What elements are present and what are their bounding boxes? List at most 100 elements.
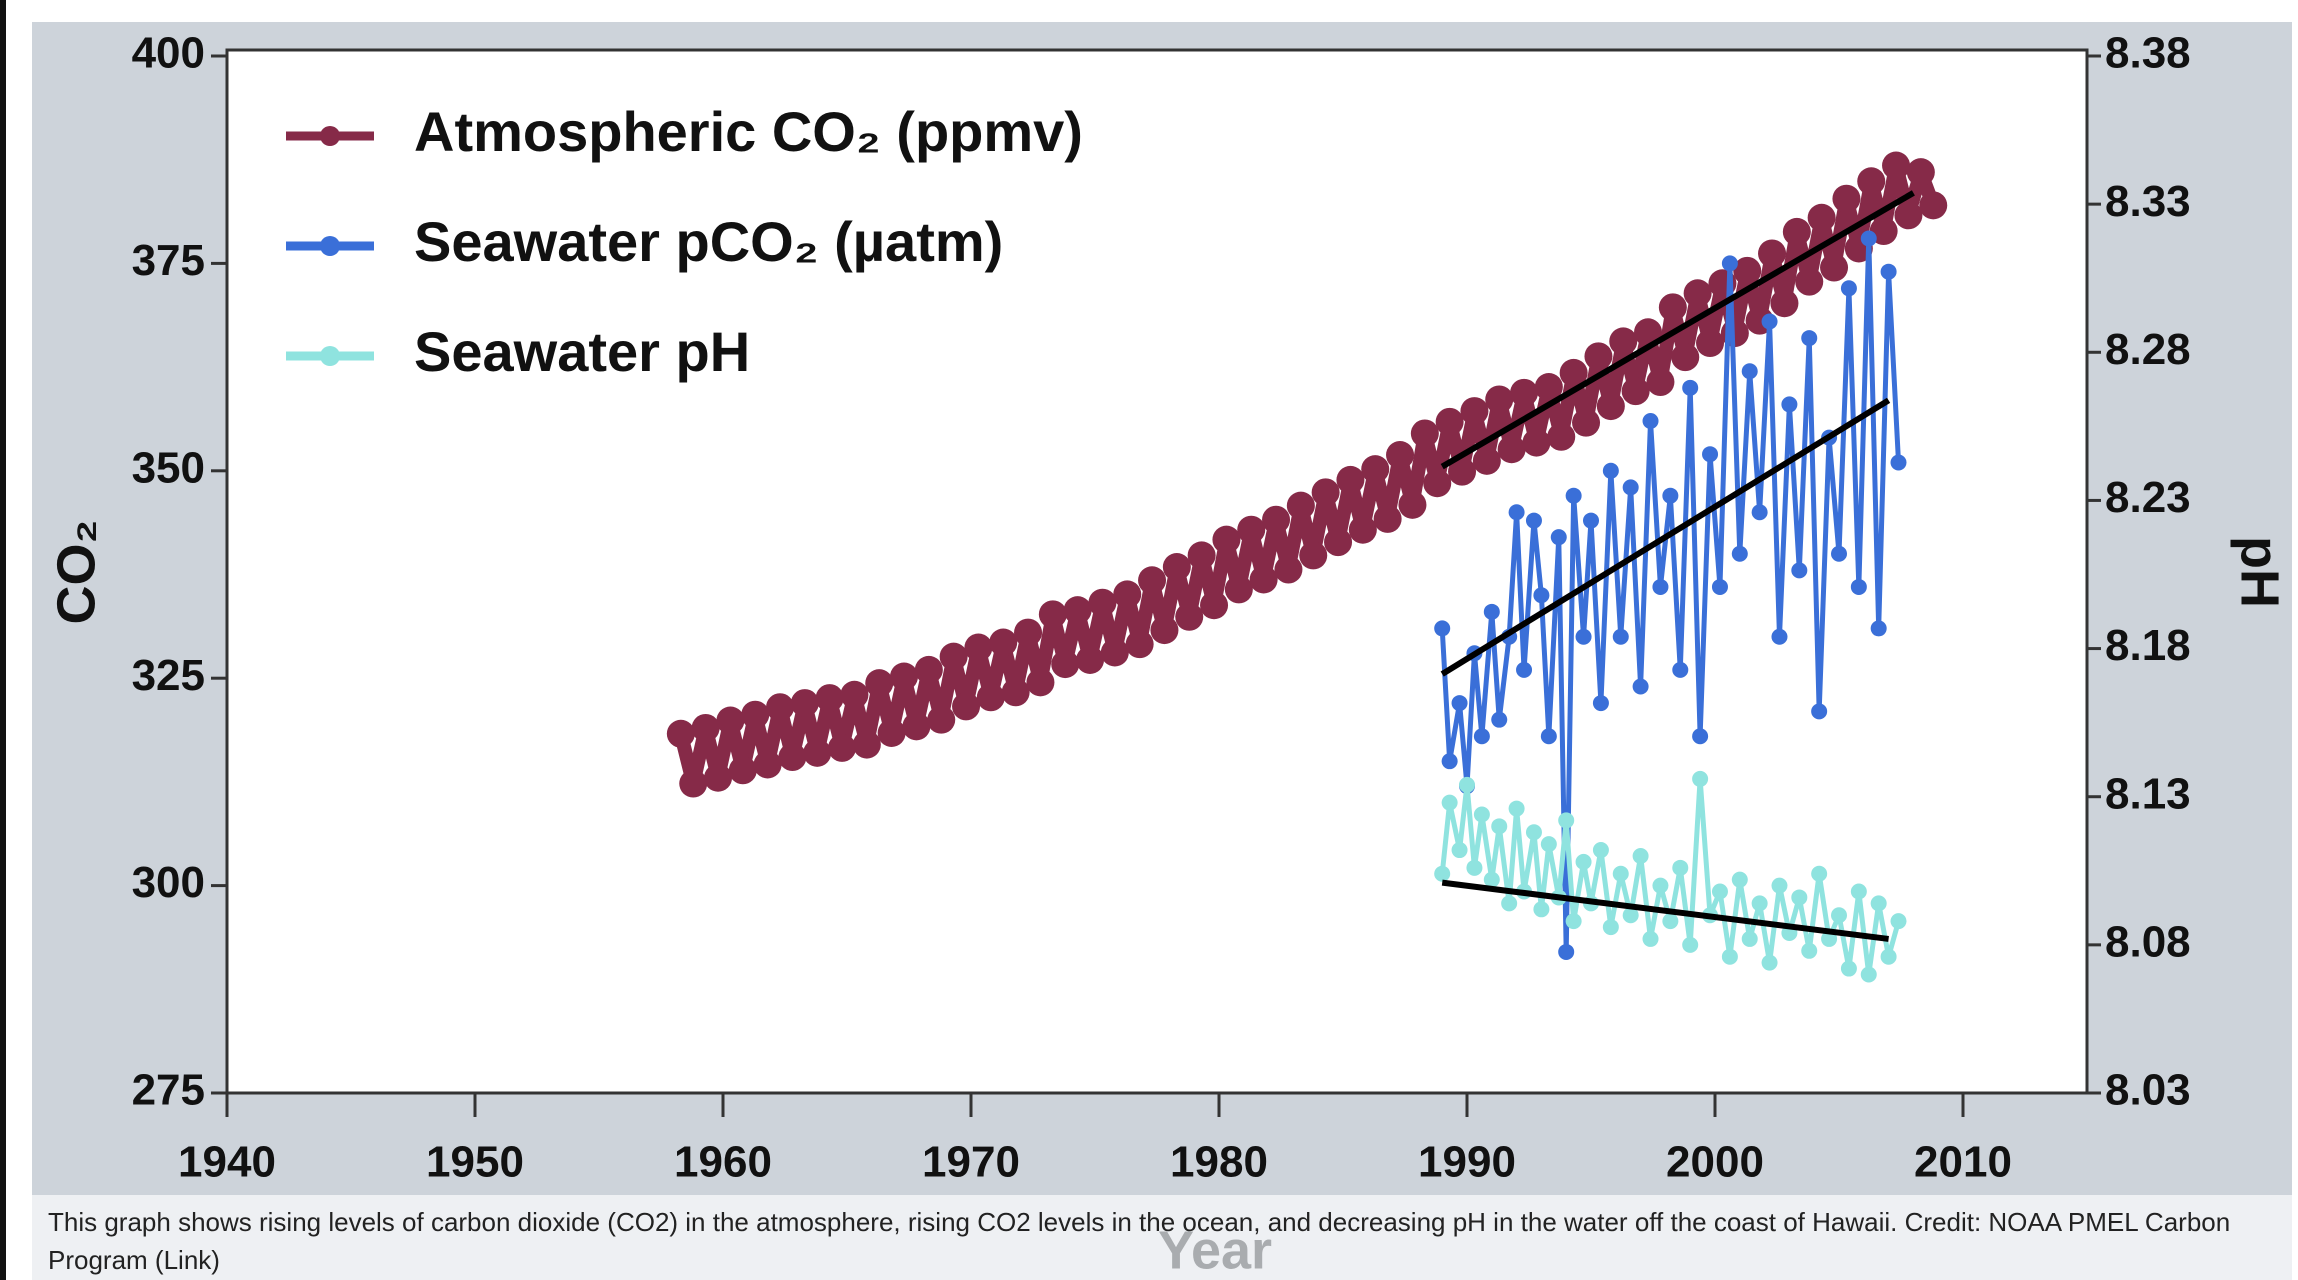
y2-tick-label: 8.18 <box>2105 621 2191 670</box>
data-point <box>716 706 745 735</box>
data-point <box>1485 385 1514 414</box>
data-point <box>1860 966 1877 983</box>
data-point <box>1534 373 1563 402</box>
data-point <box>1525 824 1542 841</box>
y2-axis-label: pH <box>2230 536 2290 608</box>
data-point <box>1583 512 1599 529</box>
y-tick-label: 350 <box>132 443 205 492</box>
data-point <box>1516 661 1533 678</box>
data-point <box>1491 711 1508 728</box>
y-tick-label: 375 <box>132 236 205 285</box>
data-point <box>1423 469 1452 498</box>
data-point <box>1187 541 1216 570</box>
data-point <box>1831 545 1847 562</box>
y2-tick-label: 8.13 <box>2105 769 2191 818</box>
data-point <box>1473 728 1490 745</box>
data-point <box>1801 942 1818 959</box>
data-point <box>1558 943 1575 960</box>
data-point <box>1076 645 1105 674</box>
data-point <box>1175 602 1204 631</box>
data-point <box>1249 565 1278 594</box>
legend-label: Atmospheric CO₂ (ppmv) <box>414 100 1083 163</box>
data-point <box>1472 446 1501 475</box>
series-line <box>1440 190 1915 470</box>
data-point <box>1051 650 1080 679</box>
data-point <box>679 769 708 798</box>
data-point <box>1540 728 1557 745</box>
data-point <box>1850 578 1867 595</box>
data-point <box>1441 794 1458 811</box>
data-point <box>1632 678 1649 695</box>
data-point <box>1575 853 1592 870</box>
x-tick-label: 1980 <box>1170 1138 1268 1187</box>
data-point <box>1584 342 1613 371</box>
data-point <box>1459 776 1475 793</box>
data-point <box>1612 865 1629 882</box>
data-point <box>1001 678 1030 707</box>
legend-dot <box>320 236 340 256</box>
data-point <box>778 743 807 772</box>
y2-tick-label: 8.08 <box>2105 917 2191 966</box>
data-point <box>704 763 733 792</box>
data-point <box>852 730 881 759</box>
data-point <box>1612 628 1629 645</box>
data-point <box>1088 588 1117 617</box>
series-line <box>1441 879 1889 942</box>
y-tick-label: 400 <box>132 29 205 78</box>
data-point <box>1200 591 1229 620</box>
data-point <box>1741 363 1758 380</box>
data-point <box>1212 525 1241 554</box>
data-point <box>877 718 906 747</box>
data-point <box>1751 895 1768 912</box>
data-point <box>753 750 782 779</box>
data-point <box>1014 618 1043 647</box>
x-tick-label: 2010 <box>1914 1138 2012 1187</box>
data-point <box>1870 895 1887 912</box>
data-point <box>1550 529 1567 546</box>
data-point <box>1508 800 1525 817</box>
y2-tick-label: 8.33 <box>2105 177 2191 226</box>
data-point <box>1522 428 1551 457</box>
data-point <box>1751 504 1768 521</box>
y-tick-label: 300 <box>132 858 205 907</box>
data-point <box>1894 201 1923 230</box>
data-point <box>815 684 844 713</box>
x-tick-label: 1970 <box>922 1138 1020 1187</box>
data-point <box>1652 578 1669 595</box>
data-point <box>1441 753 1458 770</box>
data-point <box>1721 948 1738 965</box>
data-point <box>1262 505 1291 534</box>
data-point <box>803 738 832 767</box>
data-point <box>1791 889 1808 906</box>
x-tick-label: 2000 <box>1666 1138 1764 1187</box>
data-point <box>1622 907 1639 924</box>
data-point <box>1646 368 1675 397</box>
data-point <box>1150 616 1179 645</box>
data-point <box>1731 545 1748 562</box>
data-point <box>989 628 1018 657</box>
data-point <box>1771 628 1788 645</box>
data-point <box>1533 901 1550 918</box>
data-point <box>952 692 981 721</box>
data-point <box>1919 191 1948 220</box>
data-point <box>1801 330 1818 347</box>
data-point <box>1299 541 1328 570</box>
data-point <box>1791 562 1808 579</box>
data-point <box>1386 441 1415 470</box>
data-point <box>1286 491 1315 520</box>
left-border <box>0 0 6 1280</box>
data-point <box>939 642 968 671</box>
data-point <box>1063 596 1092 625</box>
data-point <box>1125 630 1154 659</box>
data-point <box>1634 318 1663 347</box>
data-point <box>1609 327 1638 356</box>
data-point <box>728 756 757 785</box>
data-point <box>1565 487 1582 504</box>
data-point <box>890 662 919 691</box>
data-point <box>1508 504 1525 521</box>
data-point <box>1770 289 1799 318</box>
data-point <box>1662 913 1679 930</box>
data-point <box>1592 695 1609 712</box>
